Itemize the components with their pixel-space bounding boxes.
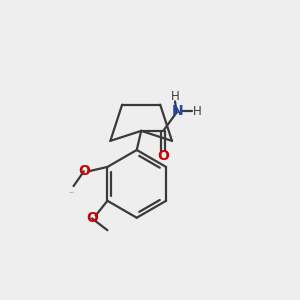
Text: O: O (86, 212, 98, 226)
Text: O: O (157, 149, 169, 163)
Text: N: N (172, 104, 184, 118)
Text: methyl: methyl (70, 191, 74, 193)
Text: H: H (171, 90, 179, 103)
Text: H: H (193, 105, 202, 118)
Text: O: O (78, 164, 90, 178)
